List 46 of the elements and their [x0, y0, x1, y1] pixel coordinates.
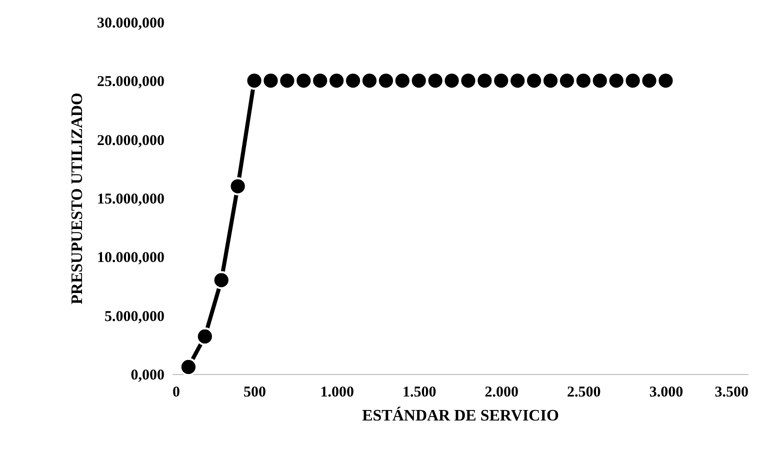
point	[590, 72, 609, 90]
y-axis-title: PRESUPUESTO UTILIZADO	[69, 92, 86, 304]
point	[245, 72, 264, 90]
point	[476, 72, 494, 90]
point	[376, 72, 396, 90]
x-axis-title: ESTÁNDAR DE SERVICIO	[362, 406, 559, 424]
point	[656, 72, 675, 90]
point	[541, 72, 560, 90]
point	[558, 72, 576, 90]
point	[311, 72, 330, 90]
x-tick-label: 2.500	[567, 384, 601, 400]
point	[492, 72, 510, 90]
point	[640, 72, 658, 90]
y-tick-label: 10.000,000	[97, 250, 164, 266]
point	[294, 72, 313, 90]
point	[228, 177, 247, 196]
y-tick-label: 5.000,000	[104, 308, 164, 325]
x-tick-label: 0	[172, 384, 180, 400]
point	[508, 72, 527, 90]
point	[524, 72, 544, 90]
point	[442, 72, 461, 90]
x-tick-label: 500	[244, 384, 266, 400]
y-tick-label: 30.000,000	[97, 16, 164, 32]
point	[607, 72, 626, 90]
point	[410, 72, 428, 90]
x-tick-label: 1.500	[402, 384, 436, 400]
x-tick-label: 3.500	[714, 384, 748, 400]
point	[196, 327, 214, 346]
point	[393, 72, 412, 90]
x-tick-label: 2.000	[484, 384, 519, 400]
point	[574, 72, 592, 90]
y-tick-label: 20.000,000	[97, 132, 164, 149]
point	[344, 72, 362, 90]
point	[278, 72, 296, 90]
y-tick-label: 25.000,000	[97, 74, 164, 90]
x-tick-label: 1.000	[320, 384, 354, 400]
point	[360, 72, 379, 90]
point	[328, 72, 346, 90]
y-tick-label: 0,000	[130, 368, 164, 384]
point	[459, 72, 478, 90]
point	[212, 271, 230, 290]
y-tick-label: 15.000,000	[97, 192, 164, 208]
point	[624, 72, 642, 90]
x-tick-label: 3.000	[649, 384, 684, 400]
point	[426, 72, 444, 90]
point	[262, 72, 280, 90]
